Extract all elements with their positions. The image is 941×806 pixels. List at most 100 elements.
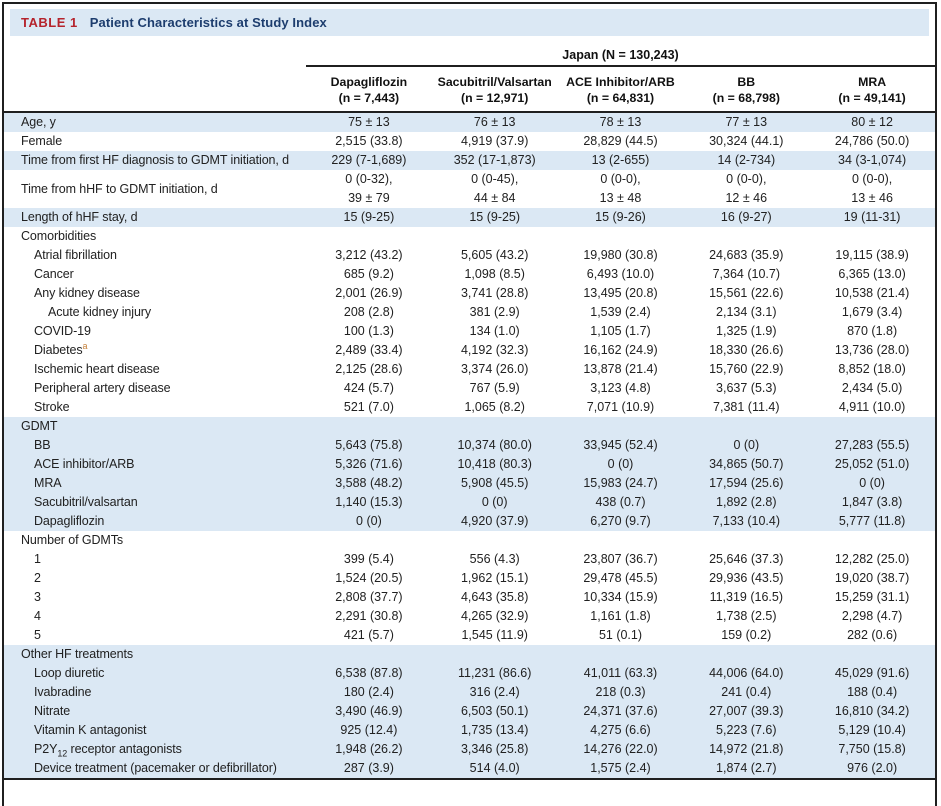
row-label-text: BB bbox=[34, 438, 51, 452]
cell-value: 6,365 (13.0) bbox=[838, 267, 906, 281]
cell-value: 19,020 (38.7) bbox=[834, 571, 910, 585]
cell-value: 13,736 (28.0) bbox=[834, 343, 910, 357]
cell-value: 2,808 (37.7) bbox=[335, 590, 403, 604]
cell-value: 1,948 (26.2) bbox=[335, 742, 403, 756]
row-label-text: Nitrate bbox=[34, 704, 71, 718]
column-n: (n = 64,831) bbox=[586, 91, 655, 105]
row-label: Diabetesa bbox=[4, 341, 306, 360]
table-row: Cancer 685 (9.2) 1,098 (8.5) 6,493 (10.0) 7,… bbox=[4, 265, 935, 284]
row-label-text: 3 bbox=[34, 590, 41, 604]
cell-value: 14 (2-734) bbox=[717, 153, 776, 167]
row-label-text: Female bbox=[21, 134, 63, 148]
row-label: Cancer bbox=[4, 265, 306, 284]
row-label-text: Sacubitril/valsartan bbox=[34, 495, 138, 509]
cell-value: 134 (1.0) bbox=[469, 324, 520, 338]
row-label-text: Ischemic heart disease bbox=[34, 362, 160, 376]
cell-value: 17,594 (25.6) bbox=[709, 476, 784, 490]
table-row: Sacubitril/valsartan 1,140 (15.3) 0 (0) 438… bbox=[4, 493, 935, 512]
cell-value: 1,161 (1.8) bbox=[590, 609, 651, 623]
cell-value: 2,434 (5.0) bbox=[841, 381, 903, 395]
cell-value: 2,291 (30.8) bbox=[335, 609, 403, 623]
cell-value: 0 (0-45), 44 ± 84 bbox=[471, 172, 519, 205]
cell-value: 287 (3.9) bbox=[306, 759, 432, 780]
cell-value: 316 (2.4) bbox=[469, 685, 520, 699]
cell-value: 421 (5.7) bbox=[343, 628, 394, 642]
cell-value: 15,561 (22.6) bbox=[709, 286, 784, 300]
group-header-spacer bbox=[4, 48, 306, 66]
cell-value: 6,538 (87.8) bbox=[335, 666, 403, 680]
cell-value: 2,125 (28.6) bbox=[335, 362, 403, 376]
cell-value: 2,489 (33.4) bbox=[335, 343, 403, 357]
row-label: Length of hHF stay, d bbox=[4, 208, 306, 227]
cell-value: 13 (2-655) bbox=[591, 153, 650, 167]
cell-value: 15 (9-26) bbox=[595, 210, 646, 224]
row-label: Stroke bbox=[4, 398, 306, 417]
table-row: MRA 3,588 (48.2) 5,908 (45.5) 15,983 (24.7)… bbox=[4, 474, 935, 493]
cell-value: 10,374 (80.0) bbox=[457, 438, 532, 452]
cell-value: 521 (7.0) bbox=[343, 400, 394, 414]
row-label-text: 5 bbox=[34, 628, 41, 642]
table-row: 2 1,524 (20.5) 1,962 (15.1) 29,478 (45.5) 29… bbox=[4, 569, 935, 588]
cell-value: 5,777 (11.8) bbox=[838, 514, 906, 528]
cell-value: 0 (0) bbox=[481, 495, 508, 509]
cell-value: 13,878 (21.4) bbox=[583, 362, 658, 376]
section-header-row: Other HF treatments bbox=[4, 645, 935, 664]
cell-value: 25,646 (37.3) bbox=[709, 552, 784, 566]
cell-value: 7,750 (15.8) bbox=[838, 742, 906, 756]
row-label-text: Age, y bbox=[21, 115, 56, 129]
cell-value: 1,962 (15.1) bbox=[460, 571, 529, 585]
cell-value: 159 (0.2) bbox=[721, 628, 772, 642]
table-row: Length of hHF stay, d 15 (9-25) 15 (9-25) 1… bbox=[4, 208, 935, 227]
label-subscript: 12 bbox=[57, 748, 68, 759]
cell-value: 5,605 (43.2) bbox=[460, 248, 529, 262]
cell-value: 5,643 (75.8) bbox=[335, 438, 403, 452]
row-label: P2Y12 receptor antagonists bbox=[4, 740, 306, 759]
column-name: Sacubitril/Valsartan bbox=[437, 75, 552, 89]
table-row: Acute kidney injury 208 (2.8) 381 (2.9) 1,5… bbox=[4, 303, 935, 322]
cell-value: 2,001 (26.9) bbox=[335, 286, 403, 300]
table-row: 4 2,291 (30.8) 4,265 (32.9) 1,161 (1.8) 1,73… bbox=[4, 607, 935, 626]
row-label: Dapagliflozin bbox=[4, 512, 306, 531]
row-label: 5 bbox=[4, 626, 306, 645]
cell-value: 1,874 (2.7) bbox=[683, 759, 810, 780]
cell-value: 438 (0.7) bbox=[595, 495, 646, 509]
cell-value: 4,920 (37.9) bbox=[460, 514, 529, 528]
table-row: Female 2,515 (33.8) 4,919 (37.9) 28,829 (44… bbox=[4, 132, 935, 151]
cell-value: 870 (1.8) bbox=[847, 324, 898, 338]
column-header-spacer bbox=[4, 66, 306, 113]
row-label: Ivabradine bbox=[4, 683, 306, 702]
row-label-text: Any kidney disease bbox=[34, 286, 140, 300]
table-header: Japan (N = 130,243) Dapagliflozin (n = 7,… bbox=[4, 48, 935, 113]
cell-value: 25,052 (51.0) bbox=[834, 457, 910, 471]
cell-value: 33,945 (52.4) bbox=[583, 438, 658, 452]
table-row: ACE inhibitor/ARB 5,326 (71.6) 10,418 (80.… bbox=[4, 455, 935, 474]
cell-value: 77 ± 13 bbox=[725, 115, 768, 129]
cell-value: 29,478 (45.5) bbox=[583, 571, 658, 585]
cell-value: 3,637 (5.3) bbox=[716, 381, 777, 395]
table-row: Any kidney disease 2,001 (26.9) 3,741 (28.… bbox=[4, 284, 935, 303]
cell-value: 24,371 (37.6) bbox=[583, 704, 658, 718]
cell-value: 13,495 (20.8) bbox=[583, 286, 658, 300]
row-label: 2 bbox=[4, 569, 306, 588]
table-row: 5 421 (5.7) 1,545 (11.9) 51 (0.1) 159 (0.2) 2… bbox=[4, 626, 935, 645]
table-row: 1 399 (5.4) 556 (4.3) 23,807 (36.7) 25,646 (… bbox=[4, 550, 935, 569]
row-label-text: Loop diuretic bbox=[34, 666, 105, 680]
row-label: Female bbox=[4, 132, 306, 151]
cell-value: 75 ± 13 bbox=[348, 115, 390, 129]
row-label: Loop diuretic bbox=[4, 664, 306, 683]
row-label-text: 2 bbox=[34, 571, 41, 585]
column-header: Dapagliflozin (n = 7,443) bbox=[306, 66, 432, 113]
row-label: Time from hHF to GDMT initiation, d bbox=[4, 170, 306, 208]
cell-value: 15 (9-25) bbox=[469, 210, 521, 224]
cell-value: 4,275 (6.6) bbox=[590, 723, 651, 737]
row-label-text: COVID-19 bbox=[34, 324, 91, 338]
cell-value: 976 (2.0) bbox=[809, 759, 935, 780]
row-label-text: Comorbidities bbox=[21, 229, 97, 243]
cell-value: 6,503 (50.1) bbox=[460, 704, 529, 718]
cell-value: 19,980 (30.8) bbox=[583, 248, 658, 262]
cell-value: 2,515 (33.8) bbox=[335, 134, 403, 148]
row-label: 4 bbox=[4, 607, 306, 626]
table-number: TABLE 1 bbox=[21, 15, 78, 30]
cell-value: 100 (1.3) bbox=[343, 324, 394, 338]
cell-value: 3,123 (4.8) bbox=[590, 381, 651, 395]
